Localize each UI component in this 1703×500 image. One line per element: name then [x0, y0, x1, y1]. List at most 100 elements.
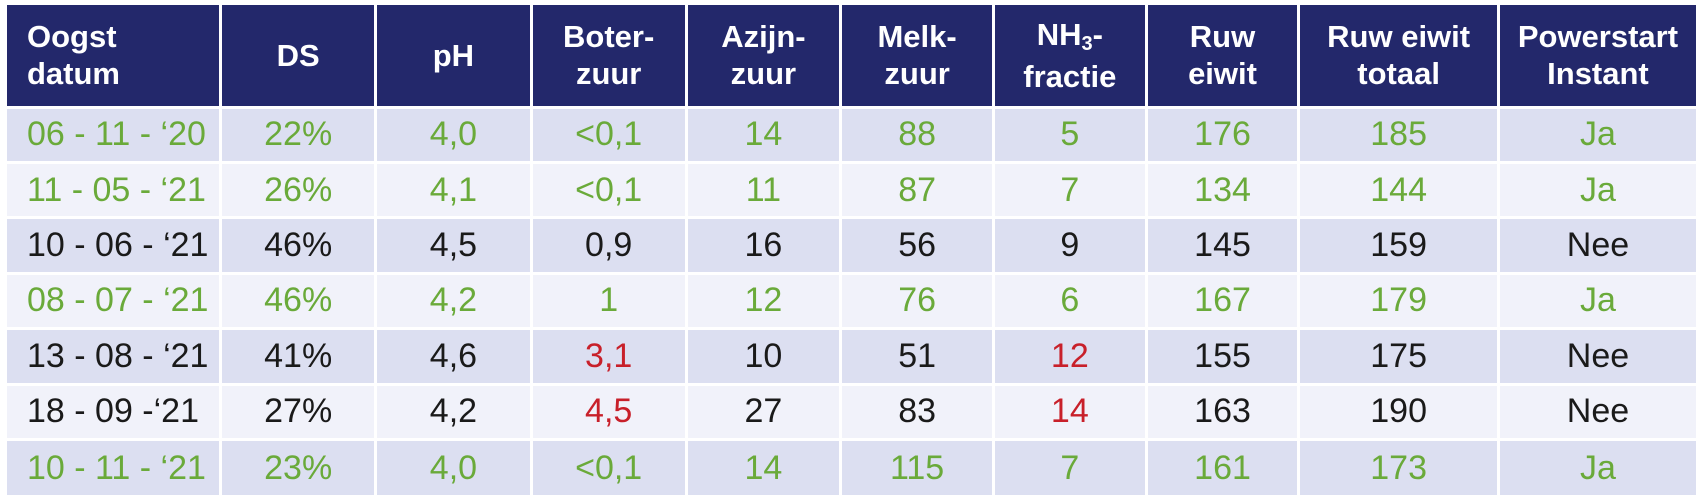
- column-header-subscript: 3: [1081, 32, 1093, 55]
- column-header-line: pH: [381, 37, 526, 74]
- cell-ruw_eiwit: 176: [1146, 105, 1301, 163]
- cell-powerstart: Nee: [1498, 216, 1696, 274]
- cell-datum: 08 - 07 - ‘21: [7, 271, 223, 329]
- column-header-text: Azijn-: [721, 19, 806, 55]
- cell-ds: 23%: [220, 438, 378, 495]
- cell-melkzuur: 83: [840, 382, 995, 440]
- cell-ds: 26%: [220, 160, 378, 218]
- cell-ds: 46%: [220, 216, 378, 274]
- column-header-text: Powerstart: [1517, 19, 1679, 55]
- cell-boterzuur: 0,9: [531, 216, 688, 274]
- column-header-line: Melk-: [846, 18, 988, 55]
- cell-ruw_eiwit_totaal: 175: [1298, 327, 1500, 385]
- column-header-line: totaal: [1304, 55, 1493, 92]
- column-header-text: zuur: [730, 56, 797, 92]
- column-header-line: Powerstart: [1504, 18, 1692, 55]
- column-header-line: DS: [226, 37, 370, 74]
- cell-powerstart: Ja: [1498, 105, 1696, 163]
- cell-boterzuur: 4,5: [531, 382, 688, 440]
- cell-ph: 4,2: [375, 271, 533, 329]
- column-header-line: eiwit: [1152, 55, 1294, 92]
- column-header-text: zuur: [884, 56, 950, 92]
- cell-ds: 46%: [220, 271, 378, 329]
- cell-powerstart: Ja: [1498, 271, 1696, 329]
- table-row: 11 - 05 - ‘21 26% 4,1 <0,1 11 87 7 134 144 Ja: [7, 160, 1696, 218]
- column-header-text: Oogst: [27, 19, 117, 55]
- column-header-line: Instant: [1504, 55, 1692, 92]
- cell-ruw_eiwit_totaal: 159: [1298, 216, 1500, 274]
- cell-melkzuur: 51: [840, 327, 995, 385]
- cell-datum: 10 - 06 - ‘21: [7, 216, 223, 274]
- cell-ph: 4,2: [375, 382, 533, 440]
- column-header-ruw_eiwit: Ruw eiwit: [1146, 5, 1301, 107]
- cell-boterzuur: 1: [531, 271, 688, 329]
- cell-ph: 4,6: [375, 327, 533, 385]
- column-header-text: zuur: [575, 56, 642, 92]
- table-body: 06 - 11 - ‘20 22% 4,0 <0,1 14 88 5 176 185 Ja 11 -…: [7, 105, 1696, 495]
- column-header-text: DS: [276, 37, 320, 73]
- column-header-text: pH: [432, 37, 475, 73]
- column-header-text: totaal: [1357, 56, 1440, 92]
- cell-ds: 41%: [220, 327, 378, 385]
- column-header-ds: DS: [220, 5, 378, 107]
- cell-ruw_eiwit_totaal: 179: [1298, 271, 1500, 329]
- table-row: 06 - 11 - ‘20 22% 4,0 <0,1 14 88 5 176 185 Ja: [7, 105, 1696, 163]
- table-row: 10 - 11 - ‘21 23% 4,0 <0,1 14 115 7 161 173 Ja: [7, 438, 1696, 495]
- cell-azijnzuur: 27: [686, 382, 843, 440]
- cell-azijnzuur: 14: [686, 438, 843, 495]
- column-header-text: datum: [27, 56, 120, 92]
- cell-melkzuur: 76: [840, 271, 995, 329]
- cell-datum: 06 - 11 - ‘20: [7, 105, 223, 163]
- cell-melkzuur: 56: [840, 216, 995, 274]
- table-row: 08 - 07 - ‘21 46% 4,2 1 12 76 6 167 179 Ja: [7, 271, 1696, 329]
- cell-azijnzuur: 11: [686, 160, 843, 218]
- column-header-nh3: NH3- fractie: [993, 5, 1148, 107]
- cell-datum: 13 - 08 - ‘21: [7, 327, 223, 385]
- cell-nh3: 9: [993, 216, 1148, 274]
- cell-ruw_eiwit: 145: [1146, 216, 1301, 274]
- cell-ph: 4,0: [375, 105, 533, 163]
- cell-datum: 11 - 05 - ‘21: [7, 160, 223, 218]
- column-header-powerstart: Powerstart Instant: [1498, 5, 1696, 107]
- cell-powerstart: Ja: [1498, 438, 1696, 495]
- column-header-datum: Oogst datum: [7, 5, 223, 107]
- column-header-line: zuur: [846, 55, 988, 92]
- column-header-line: Boter-: [537, 18, 681, 55]
- column-header-suffix: -: [1092, 16, 1103, 52]
- cell-datum: 18 - 09 -‘21: [7, 382, 223, 440]
- cell-nh3: 6: [993, 271, 1148, 329]
- cell-powerstart: Nee: [1498, 382, 1696, 440]
- column-header-line: zuur: [692, 55, 836, 92]
- column-header-ph: pH: [375, 5, 533, 107]
- cell-melkzuur: 88: [840, 105, 995, 163]
- column-header-boterzuur: Boter-zuur: [531, 5, 688, 107]
- cell-ruw_eiwit: 155: [1146, 327, 1301, 385]
- cell-nh3: 7: [993, 438, 1148, 495]
- cell-boterzuur: 3,1: [531, 327, 688, 385]
- cell-melkzuur: 87: [840, 160, 995, 218]
- cell-boterzuur: <0,1: [531, 160, 688, 218]
- column-header-text: Ruw eiwit: [1327, 19, 1471, 55]
- column-header-text: Instant: [1547, 56, 1649, 92]
- cell-azijnzuur: 14: [686, 105, 843, 163]
- cell-ph: 4,1: [375, 160, 533, 218]
- cell-ruw_eiwit_totaal: 173: [1298, 438, 1500, 495]
- silage-table-frame: Oogst datum DS pH Boter-zuur Azijn-zuur Melk-z…: [7, 5, 1696, 495]
- cell-datum: 10 - 11 - ‘21: [7, 438, 223, 495]
- cell-azijnzuur: 10: [686, 327, 843, 385]
- cell-ruw_eiwit_totaal: 144: [1298, 160, 1500, 218]
- cell-nh3: 7: [993, 160, 1148, 218]
- silage-analysis-table: Oogst datum DS pH Boter-zuur Azijn-zuur Melk-z…: [7, 5, 1696, 495]
- column-header-line: NH3-: [999, 16, 1141, 58]
- column-header-text: fractie: [1023, 58, 1117, 94]
- cell-azijnzuur: 12: [686, 271, 843, 329]
- cell-boterzuur: <0,1: [531, 105, 688, 163]
- cell-melkzuur: 115: [840, 438, 995, 495]
- column-header-text: Ruw: [1189, 19, 1256, 55]
- column-header-text: Boter-: [563, 19, 655, 55]
- cell-ph: 4,5: [375, 216, 533, 274]
- column-header-ruw_eiwit_totaal: Ruw eiwit totaal: [1298, 5, 1500, 107]
- cell-ruw_eiwit: 163: [1146, 382, 1301, 440]
- column-header-line: Azijn-: [692, 18, 836, 55]
- column-header-line: Ruw eiwit: [1304, 18, 1493, 55]
